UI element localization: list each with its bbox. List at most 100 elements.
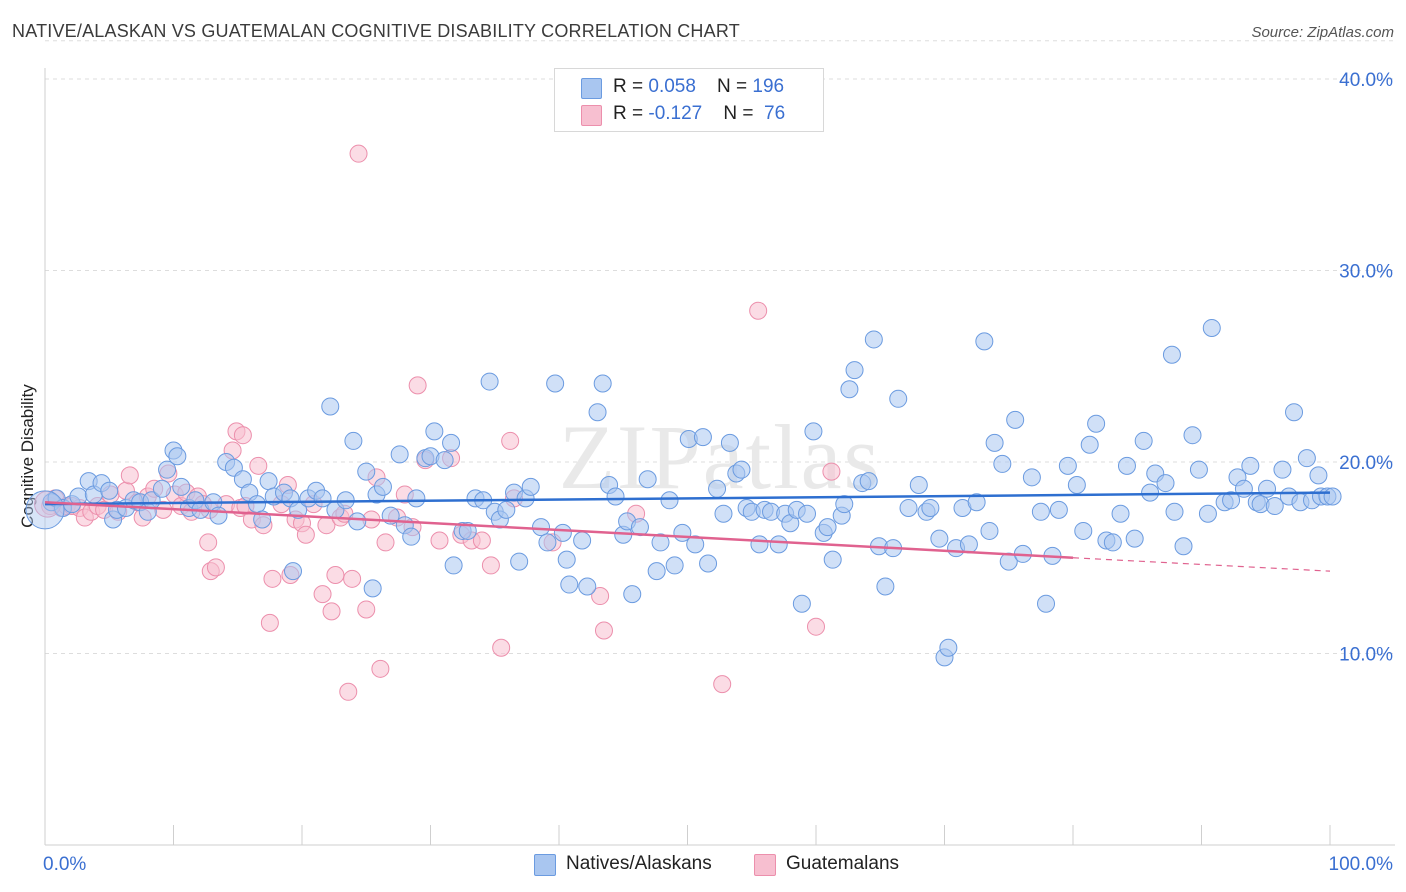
data-point-natives <box>889 389 908 408</box>
legend-n-value: 76 <box>758 103 786 124</box>
data-point-natives <box>425 422 444 441</box>
data-point-natives <box>480 372 499 391</box>
data-point-natives <box>510 552 529 571</box>
data-point-natives <box>532 518 551 537</box>
data-point-natives <box>578 577 597 596</box>
data-point-guatemalans <box>343 569 362 588</box>
data-point-guatemalans <box>807 617 825 636</box>
data-point-guatemalans <box>492 638 511 657</box>
data-point-natives <box>1141 483 1160 502</box>
data-point-natives <box>593 374 612 393</box>
legend-swatch-blue <box>581 78 602 99</box>
data-point-natives <box>959 535 978 554</box>
data-point-natives <box>357 462 376 481</box>
legend-swatch-blue <box>534 854 556 876</box>
data-point-natives <box>553 523 572 542</box>
data-point-natives <box>284 562 303 581</box>
data-point-natives <box>444 556 463 575</box>
legend-swatch-pink <box>754 854 776 876</box>
data-point-natives <box>985 433 1004 452</box>
data-point-natives <box>248 495 267 514</box>
data-point-natives <box>647 562 666 581</box>
data-point-guatemalans <box>713 675 732 694</box>
y-tick-label: 40.0% <box>1339 70 1393 91</box>
data-point-guatemalans <box>591 587 610 606</box>
legend-swatch-pink <box>581 105 602 126</box>
data-point-natives <box>1087 414 1106 433</box>
data-cluster-natives <box>25 490 65 530</box>
data-point-natives <box>845 361 864 380</box>
data-point-natives <box>804 422 823 441</box>
data-point-natives <box>1134 431 1153 450</box>
data-point-guatemalans <box>120 466 139 485</box>
data-point-natives <box>152 479 171 498</box>
data-point-natives <box>560 575 579 594</box>
legend-r-value: -0.127 <box>648 103 703 124</box>
data-point-natives <box>69 487 88 506</box>
trend-line-natives <box>44 491 1331 506</box>
data-point-natives <box>158 460 177 479</box>
data-point-natives <box>993 454 1012 473</box>
data-point-natives <box>939 638 958 657</box>
data-point-natives <box>168 447 187 466</box>
data-point-natives <box>876 577 895 596</box>
data-point-natives <box>1241 456 1260 475</box>
y-tick-label: 10.0% <box>1339 645 1393 666</box>
trend-lines <box>44 491 1331 572</box>
data-point-natives <box>497 500 516 519</box>
data-point-natives <box>442 433 461 452</box>
data-point-natives <box>1285 403 1304 422</box>
legend-r-label: R = <box>613 103 649 124</box>
data-point-natives <box>792 594 811 613</box>
x-tick-label: 0.0% <box>43 854 86 875</box>
legend-label-guatemalans: Guatemalans <box>786 853 900 874</box>
data-point-guatemalans <box>376 533 395 552</box>
data-point-natives <box>693 428 712 447</box>
data-point-natives <box>899 498 918 517</box>
data-point-natives <box>1031 502 1050 521</box>
chart-title: NATIVE/ALASKAN VS GUATEMALAN COGNITIVE D… <box>12 21 740 41</box>
data-point-natives <box>699 554 718 573</box>
data-point-natives <box>864 330 883 349</box>
data-point-natives <box>665 556 684 575</box>
data-point-natives <box>538 533 557 552</box>
data-point-guatemalans <box>594 621 613 640</box>
data-point-guatemalans <box>430 531 449 550</box>
data-point-natives <box>651 533 670 552</box>
trend-line-guatemalans-extension <box>1072 557 1331 572</box>
legend-n-label: N = <box>717 76 753 97</box>
data-point-natives <box>1103 533 1122 552</box>
grid-lines <box>45 40 1395 654</box>
data-point-natives <box>1058 456 1077 475</box>
data-point-natives <box>1258 479 1277 498</box>
data-point-natives <box>1049 500 1068 519</box>
data-point-natives <box>630 518 649 537</box>
data-point-natives <box>348 512 367 531</box>
data-point-natives <box>259 472 278 491</box>
data-point-natives <box>390 445 409 464</box>
data-point-guatemalans <box>408 376 427 395</box>
data-point-guatemalans <box>822 462 841 481</box>
data-point-natives <box>100 481 119 500</box>
data-point-natives <box>435 451 454 470</box>
data-point-natives <box>732 460 751 479</box>
legend-r-label: R = <box>613 76 649 97</box>
data-point-guatemalans <box>249 456 268 475</box>
y-tick-label: 30.0% <box>1339 262 1393 283</box>
data-point-guatemalans <box>326 565 345 584</box>
data-point-natives <box>1297 449 1316 468</box>
data-point-natives <box>638 470 657 489</box>
data-point-guatemalans <box>357 600 376 619</box>
axes <box>44 68 1395 846</box>
data-point-guatemalans <box>749 301 768 320</box>
data-point-natives <box>402 527 421 546</box>
data-point-natives <box>1022 468 1041 487</box>
data-point-natives <box>1234 479 1253 498</box>
tick-labels: 10.0% 20.0% 30.0% 40.0% 0.0% 100.0% <box>43 70 1393 875</box>
data-point-natives <box>720 433 739 452</box>
data-point-natives <box>1309 466 1328 485</box>
data-point-guatemalans <box>199 533 218 552</box>
data-point-guatemalans <box>260 613 279 632</box>
data-point-natives <box>1183 426 1202 445</box>
